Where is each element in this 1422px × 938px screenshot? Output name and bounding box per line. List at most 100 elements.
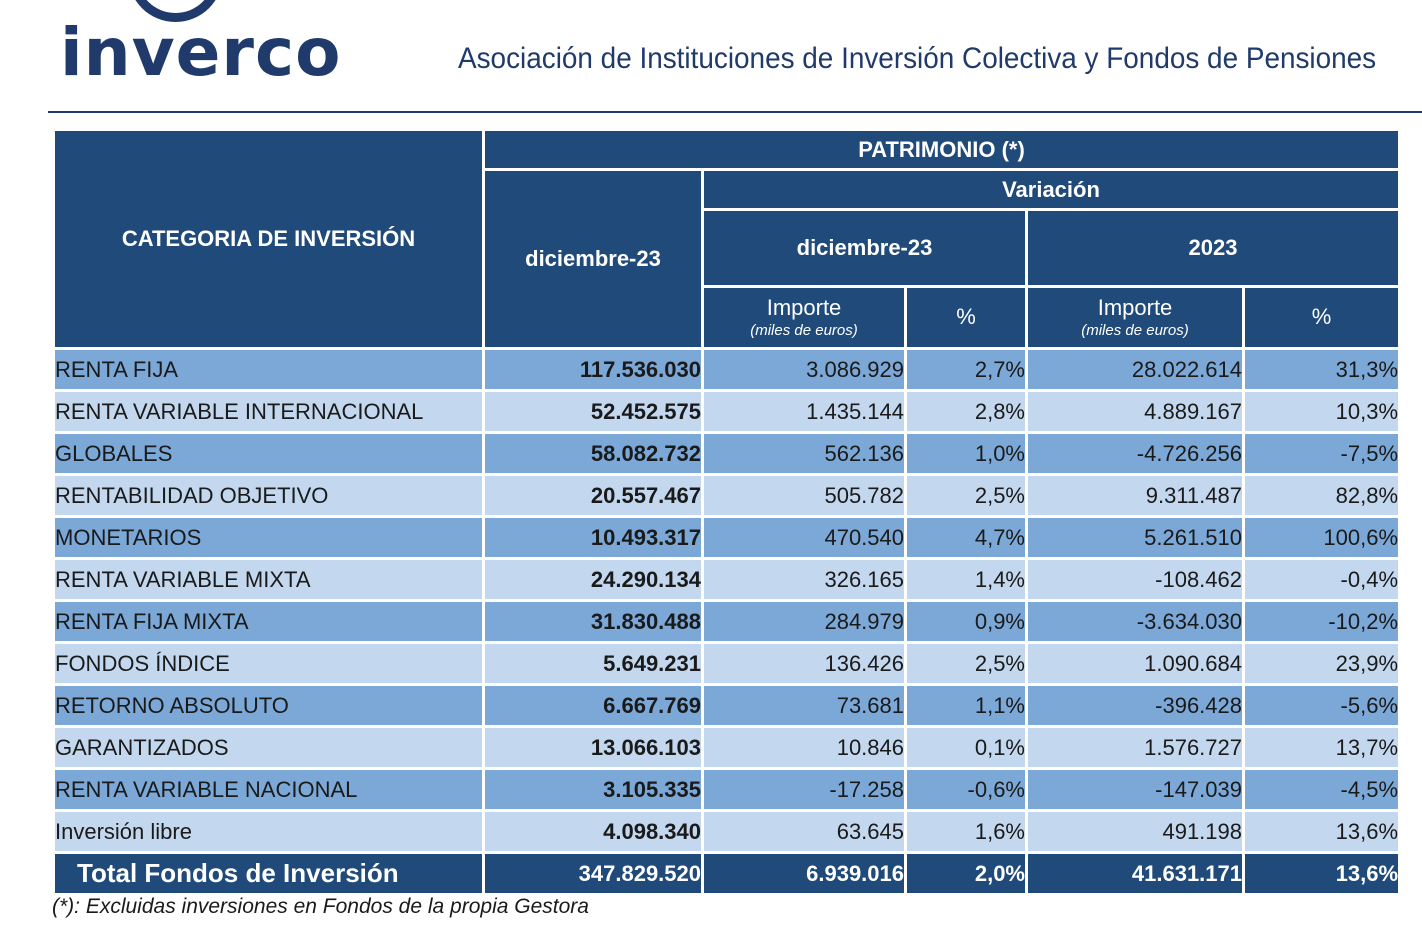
- row-importe-year: -108.462: [1025, 557, 1245, 602]
- row-importe-month: 1.435.144: [701, 389, 907, 434]
- row-pct-year: -10,2%: [1241, 599, 1402, 644]
- row-pct-month: 2,8%: [904, 389, 1028, 434]
- row-importe-month: 562.136: [701, 431, 907, 476]
- table-row: MONETARIOS 10.493.317 470.540 4,7% 5.261.510…: [52, 515, 1402, 560]
- total-patrimonio: 347.829.520: [482, 851, 704, 896]
- row-patrimonio: 52.452.575: [482, 389, 704, 434]
- row-category: RETORNO ABSOLUTO: [52, 683, 485, 728]
- row-importe-month: 470.540: [701, 515, 907, 560]
- row-pct-year: 31,3%: [1241, 347, 1402, 392]
- row-patrimonio: 117.536.030: [482, 347, 704, 392]
- table-row: RENTA VARIABLE NACIONAL 3.105.335 -17.258-…: [52, 767, 1402, 812]
- row-importe-year: 1.090.684: [1025, 641, 1245, 686]
- header-divider: [48, 111, 1422, 113]
- row-importe-year: 9.311.487: [1025, 473, 1245, 518]
- row-pct-year: -7,5%: [1241, 431, 1402, 476]
- row-pct-month: 2,5%: [904, 641, 1028, 686]
- organization-title: Asociación de Instituciones de Inversión…: [458, 42, 1377, 75]
- row-pct-month: 1,6%: [904, 809, 1028, 854]
- total-pct-month: 2,0%: [904, 851, 1028, 896]
- row-pct-year: 13,7%: [1241, 725, 1402, 770]
- row-pct-year: -5,6%: [1241, 683, 1402, 728]
- row-importe-year: -147.039: [1025, 767, 1245, 812]
- row-importe-year: 5.261.510: [1025, 515, 1245, 560]
- total-row: Total Fondos de Inversión 347.829.520 6.…: [52, 851, 1402, 896]
- row-importe-year: -396.428: [1025, 683, 1245, 728]
- table-row: GLOBALES 58.082.732 562.136 1,0% -4.726.256-…: [52, 431, 1402, 476]
- row-category: RENTA VARIABLE NACIONAL: [52, 767, 485, 812]
- row-pct-year: 23,9%: [1241, 641, 1402, 686]
- total-pct-year: 13,6%: [1241, 851, 1402, 896]
- row-pct-month: 1,0%: [904, 431, 1028, 476]
- row-patrimonio: 3.105.335: [482, 767, 704, 812]
- row-patrimonio: 31.830.488: [482, 599, 704, 644]
- table-row: RETORNO ABSOLUTO 6.667.769 73.681 1,1% -396.…: [52, 683, 1402, 728]
- subheader-unit-label: (miles de euros): [750, 321, 858, 339]
- table-row: RENTA FIJA MIXTA 31.830.488 284.979 0,9% -3.…: [52, 599, 1402, 644]
- table-row: Inversión libre 4.098.340 63.645 1,6% 491.19…: [52, 809, 1402, 854]
- row-pct-month: 2,7%: [904, 347, 1028, 392]
- row-importe-month: 63.645: [701, 809, 907, 854]
- row-patrimonio: 20.557.467: [482, 473, 704, 518]
- row-pct-year: 13,6%: [1241, 809, 1402, 854]
- row-importe-year: -3.634.030: [1025, 599, 1245, 644]
- row-patrimonio: 4.098.340: [482, 809, 704, 854]
- row-importe-month: -17.258: [701, 767, 907, 812]
- row-pct-year: -4,5%: [1241, 767, 1402, 812]
- row-patrimonio: 6.667.769: [482, 683, 704, 728]
- total-category: Total Fondos de Inversión: [52, 851, 485, 896]
- subheader-importe-label: Importe: [766, 295, 842, 321]
- row-pct-month: 2,5%: [904, 473, 1028, 518]
- row-pct-year: 82,8%: [1241, 473, 1402, 518]
- subheader-pct-year: %: [1241, 285, 1402, 350]
- row-importe-month: 326.165: [701, 557, 907, 602]
- table-row: RENTA FIJA 117.536.030 3.086.929 2,7% 28.022…: [52, 347, 1402, 392]
- column-header-category: CATEGORIA DE INVERSIÓN: [52, 128, 485, 350]
- subheader-importe-label: Importe: [1097, 295, 1173, 321]
- table-row: GARANTIZADOS 13.066.103 10.846 0,1% 1.576.72…: [52, 725, 1402, 770]
- column-header-variacion-year: 2023: [1024, 208, 1402, 288]
- row-pct-year: -0,4%: [1241, 557, 1402, 602]
- group-header-variacion: Variación: [700, 168, 1402, 211]
- table-row: RENTA VARIABLE INTERNACIONAL 52.452.575 1.…: [52, 389, 1402, 434]
- row-pct-month: 1,4%: [904, 557, 1028, 602]
- row-category: GLOBALES: [52, 431, 485, 476]
- row-importe-year: 4.889.167: [1025, 389, 1245, 434]
- row-importe-month: 284.979: [701, 599, 907, 644]
- column-header-patrimonio-date: diciembre-23: [482, 168, 704, 350]
- row-category: MONETARIOS: [52, 515, 485, 560]
- footnote: (*): Excluidas inversiones en Fondos de …: [52, 895, 589, 918]
- row-importe-month: 3.086.929: [701, 347, 907, 392]
- subheader-importe-month: Importe (miles de euros): [701, 285, 907, 350]
- row-importe-month: 505.782: [701, 473, 907, 518]
- row-importe-month: 136.426: [701, 641, 907, 686]
- row-category: RENTABILIDAD OBJETIVO: [52, 473, 485, 518]
- table-row: RENTA VARIABLE MIXTA 24.290.134 326.165 1,4…: [52, 557, 1402, 602]
- row-importe-year: 491.198: [1025, 809, 1245, 854]
- row-patrimonio: 5.649.231: [482, 641, 704, 686]
- row-category: Inversión libre: [52, 809, 485, 854]
- logo: inverco: [60, 14, 342, 91]
- row-importe-month: 73.681: [701, 683, 907, 728]
- table-row: RENTABILIDAD OBJETIVO 20.557.467 505.782 2,…: [52, 473, 1402, 518]
- row-pct-month: 0,9%: [904, 599, 1028, 644]
- row-pct-month: 4,7%: [904, 515, 1028, 560]
- row-category: RENTA FIJA: [52, 347, 485, 392]
- row-pct-year: 100,6%: [1241, 515, 1402, 560]
- row-category: GARANTIZADOS: [52, 725, 485, 770]
- row-category: FONDOS ÍNDICE: [52, 641, 485, 686]
- row-pct-year: 10,3%: [1241, 389, 1402, 434]
- row-importe-year: -4.726.256: [1025, 431, 1245, 476]
- row-category: RENTA FIJA MIXTA: [52, 599, 485, 644]
- row-patrimonio: 13.066.103: [482, 725, 704, 770]
- total-importe-year: 41.631.171: [1025, 851, 1245, 896]
- row-importe-year: 28.022.614: [1025, 347, 1245, 392]
- group-header-patrimonio: PATRIMONIO (*): [481, 128, 1402, 171]
- row-pct-month: -0,6%: [904, 767, 1028, 812]
- column-header-variacion-month: diciembre-23: [701, 208, 1028, 288]
- row-patrimonio: 58.082.732: [482, 431, 704, 476]
- row-importe-year: 1.576.727: [1025, 725, 1245, 770]
- row-pct-month: 0,1%: [904, 725, 1028, 770]
- table-row: FONDOS ÍNDICE 5.649.231 136.426 2,5% 1.090.6…: [52, 641, 1402, 686]
- patrimonio-table: CATEGORIA DE INVERSIÓN PATRIMONIO (*) di…: [52, 128, 1402, 896]
